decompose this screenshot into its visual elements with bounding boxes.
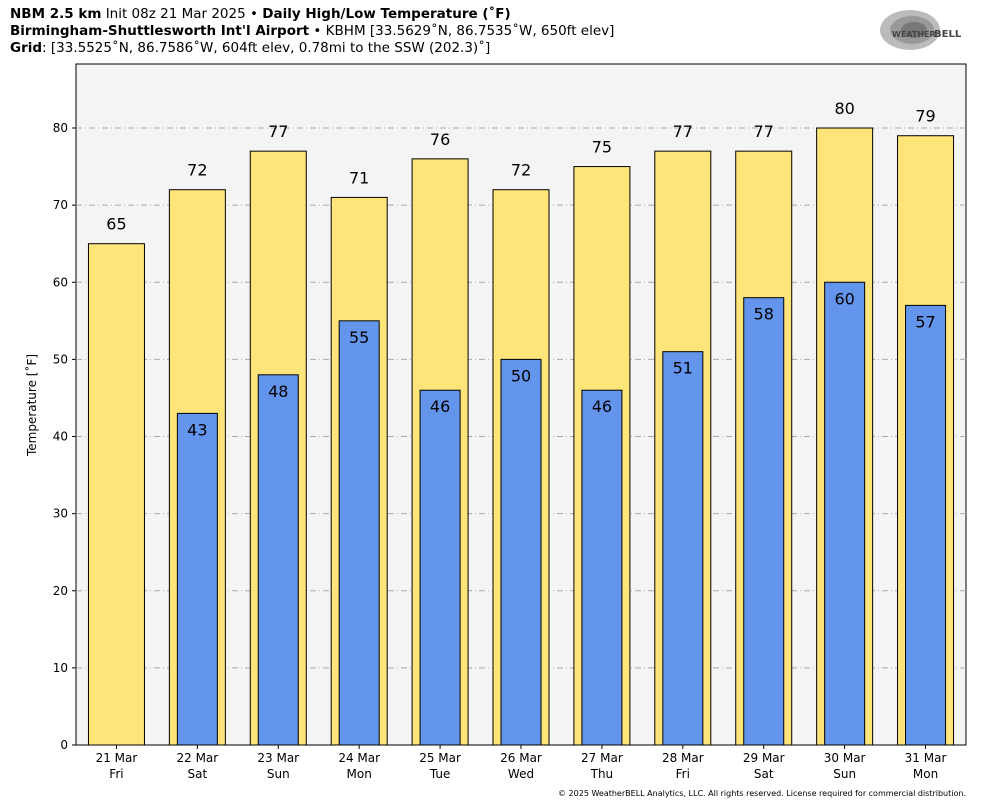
x-axis: 21 Mar Fri 22 Mar Sat 23 Mar Sun 24 Mar Mon 25 M… bbox=[96, 745, 947, 781]
low-label: 60 bbox=[834, 289, 854, 308]
x-tick-date: 30 Mar bbox=[824, 751, 866, 765]
x-tick-date: 27 Mar bbox=[581, 751, 623, 765]
low-label: 55 bbox=[349, 328, 369, 347]
x-tick-day: Sun bbox=[833, 767, 856, 781]
low-label: 58 bbox=[754, 305, 774, 324]
x-tick-day: Thu bbox=[590, 767, 614, 781]
low-bar bbox=[824, 281, 866, 746]
x-tick-date: 21 Mar bbox=[96, 751, 138, 765]
y-tick-label: 60 bbox=[53, 275, 68, 289]
temperature-chart: 65 72 43 77 48 71 55 76 46 72 50 75 46 77 51 77 58 80 60 79… bbox=[24, 63, 967, 781]
high-label: 77 bbox=[673, 122, 693, 141]
x-tick-day: Sat bbox=[754, 767, 774, 781]
x-tick-date: 25 Mar bbox=[419, 751, 461, 765]
high-label: 77 bbox=[268, 122, 288, 141]
y-axis: 0 10 20 30 40 50 60 70 80 bbox=[53, 121, 76, 752]
bars: 65 72 43 77 48 71 55 76 46 72 50 75 46 77 51 77 58 80 60 79… bbox=[87, 99, 955, 746]
low-label: 46 bbox=[592, 397, 612, 416]
x-tick-day: Tue bbox=[429, 767, 451, 781]
station-name: Birmingham-Shuttlesworth Int'l Airport bbox=[10, 23, 310, 39]
high-label: 79 bbox=[915, 107, 935, 126]
svg-text:WEATHER: WEATHER bbox=[892, 30, 936, 39]
y-tick-label: 20 bbox=[53, 584, 68, 598]
y-tick-label: 10 bbox=[53, 661, 68, 675]
low-label: 57 bbox=[915, 312, 935, 331]
y-tick-label: 70 bbox=[53, 198, 68, 212]
y-tick-label: 0 bbox=[60, 738, 68, 752]
station-info: KBHM [33.5629˚N, 86.7535˚W, 650ft elev] bbox=[325, 23, 615, 39]
x-tick-day: Sat bbox=[188, 767, 208, 781]
low-label: 51 bbox=[673, 359, 693, 378]
title-line-2: Birmingham-Shuttlesworth Int'l Airport •… bbox=[10, 23, 614, 39]
grid-label: Grid bbox=[10, 40, 43, 56]
high-label: 80 bbox=[834, 99, 854, 118]
init-time: Init 08z 21 Mar 2025 bbox=[105, 6, 246, 22]
low-label: 43 bbox=[187, 420, 207, 439]
bullet: • bbox=[313, 23, 322, 39]
low-bar bbox=[905, 304, 947, 746]
x-tick-date: 29 Mar bbox=[743, 751, 785, 765]
high-bar bbox=[87, 243, 145, 746]
x-tick-date: 24 Mar bbox=[338, 751, 380, 765]
x-tick-day: Mon bbox=[913, 767, 938, 781]
low-bar bbox=[581, 389, 623, 746]
low-bar bbox=[662, 351, 704, 746]
bullet: • bbox=[250, 6, 258, 22]
low-bar bbox=[257, 374, 299, 746]
model-name: NBM 2.5 km bbox=[10, 6, 102, 22]
copyright: © 2025 WeatherBELL Analytics, LLC. All r… bbox=[558, 789, 966, 798]
title-line-3: Grid: [33.5525˚N, 86.7586˚W, 604ft elev,… bbox=[10, 40, 490, 56]
x-tick-date: 22 Mar bbox=[176, 751, 218, 765]
x-tick-date: 28 Mar bbox=[662, 751, 704, 765]
y-tick-label: 30 bbox=[53, 507, 68, 521]
high-label: 65 bbox=[106, 215, 126, 234]
low-bar bbox=[338, 320, 380, 746]
high-label: 76 bbox=[430, 130, 450, 149]
y-axis-label: Temperature [˚F] bbox=[24, 354, 39, 457]
low-label: 50 bbox=[511, 366, 531, 385]
low-bar bbox=[176, 412, 218, 746]
high-label: 72 bbox=[511, 161, 531, 180]
y-tick-label: 50 bbox=[53, 352, 68, 366]
y-tick-label: 40 bbox=[53, 430, 68, 444]
low-bar bbox=[743, 297, 785, 746]
y-tick-label: 80 bbox=[53, 121, 68, 135]
low-label: 48 bbox=[268, 382, 288, 401]
svg-text:BELL: BELL bbox=[934, 29, 962, 40]
x-tick-date: 26 Mar bbox=[500, 751, 542, 765]
product-title: Daily High/Low Temperature (˚F) bbox=[262, 6, 511, 22]
x-tick-day: Fri bbox=[676, 767, 690, 781]
high-label: 77 bbox=[754, 122, 774, 141]
low-label: 46 bbox=[430, 397, 450, 416]
grid-info: : [33.5525˚N, 86.7586˚W, 604ft elev, 0.7… bbox=[42, 40, 491, 56]
x-tick-day: Fri bbox=[109, 767, 123, 781]
high-label: 75 bbox=[592, 138, 612, 157]
x-tick-day: Wed bbox=[508, 767, 534, 781]
x-tick-day: Sun bbox=[267, 767, 290, 781]
weatherbell-logo: WEATHER BELL bbox=[880, 10, 962, 50]
low-bar bbox=[500, 358, 542, 746]
title-line-1: NBM 2.5 km Init 08z 21 Mar 2025 • Daily … bbox=[10, 6, 511, 22]
x-tick-date: 23 Mar bbox=[257, 751, 299, 765]
low-bar bbox=[419, 389, 461, 746]
high-label: 72 bbox=[187, 161, 207, 180]
high-label: 71 bbox=[349, 168, 369, 187]
x-tick-date: 31 Mar bbox=[905, 751, 947, 765]
x-tick-day: Mon bbox=[347, 767, 372, 781]
